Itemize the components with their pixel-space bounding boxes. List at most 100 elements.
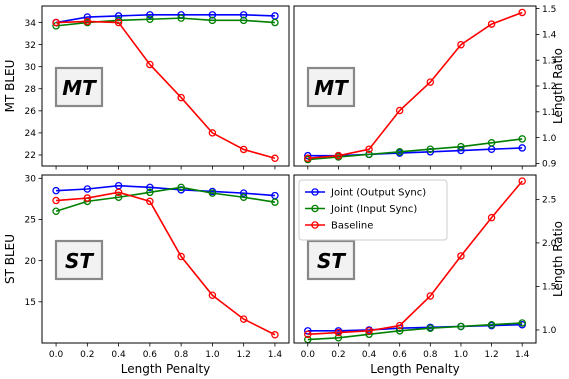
data-point-baseline [83,17,92,26]
data-point-baseline [457,40,465,49]
series-line-joint-input-sync [307,322,523,341]
x-tick-label: 0.6 [143,350,158,360]
data-point-baseline [208,129,217,137]
chart-panel-top-right: MT 0.9 1.0 1.1 1.2 1.3 1.4 1.5 Length Ratio [293,5,565,170]
data-point-baseline [426,292,435,300]
y-axis-label: Length Ratio [551,221,565,297]
y-tick-label: 1.0 [542,326,557,336]
watermark-mt: MT [306,66,356,108]
watermark-frame [54,239,104,281]
data-point-joint-input-sync [334,334,343,342]
watermark-text: ST [65,249,94,273]
data-point-joint-input-sync [518,319,526,327]
data-point-baseline [177,252,185,261]
x-tick-label: 1.0 [454,350,469,360]
series-line-joint-output-sync [307,147,523,157]
x-tick-label: 0.0 [301,350,316,360]
series-line-baseline [307,180,523,336]
x-tick-label: 0.8 [174,350,189,360]
y-tick-label: 34 [25,19,37,29]
data-point-baseline [426,78,435,86]
x-tick-label: 0.6 [393,350,408,360]
data-point-joint-output-sync [83,13,92,21]
watermark-frame [306,239,356,281]
chart-panel-bottom-left: ST 0.0 0.2 0.4 0.6 0.8 1.0 1.2 1.4 15 20 25 30 ST BLE… [3,174,290,376]
data-point-joint-output-sync [146,183,154,192]
data-point-baseline [487,213,496,222]
data-point-joint-input-sync [457,322,465,331]
data-point-baseline [271,154,279,163]
data-point-joint-output-sync [208,11,217,19]
data-point-baseline [146,197,154,206]
data-point-joint-input-sync [518,135,526,143]
x-axis-label: Length Penalty [370,362,460,376]
series-line-joint-input-sync [307,138,523,161]
plot-frame [293,174,537,344]
x-tick-label: 1.4 [515,350,530,360]
watermark-st: ST [306,239,356,281]
y-tick-label: 24 [25,129,37,139]
data-point-baseline [208,291,217,299]
data-point-baseline [395,321,404,330]
legend-frame [298,179,448,241]
watermark-frame [54,66,104,108]
legend-entry-label: Joint (Input Sync) [330,204,417,215]
data-point-baseline [52,18,60,27]
y-tick-label: 1.2 [542,82,556,92]
y-tick-label: 22 [25,151,36,161]
data-point-baseline [114,188,123,197]
y-tick-label: 1.5 [542,283,556,293]
x-tick-label: 1.2 [484,350,498,360]
data-point-joint-input-sync [208,189,217,197]
data-point-baseline [334,151,343,160]
data-point-baseline [271,331,279,339]
series-line-baseline [307,11,523,160]
x-tick-label: 0.2 [331,350,345,360]
series-line-baseline [56,20,276,160]
y-tick-label: 1.1 [542,108,556,118]
legend-swatch-marker [311,188,319,196]
data-point-baseline [334,328,343,337]
y-tick-label: 2.5 [542,196,556,206]
data-point-joint-input-sync [271,198,279,206]
x-axis-label: Length Penalty [121,362,211,376]
watermark-mt: MT [54,66,104,108]
x-tick-label: 1.4 [268,350,283,360]
legend-swatch-marker [311,204,319,213]
data-point-joint-input-sync [177,183,185,192]
series-line-baseline [56,191,276,336]
data-point-baseline [518,177,526,185]
y-tick-label: 28 [25,85,37,95]
data-point-joint-input-sync [239,16,248,25]
data-point-joint-input-sync [365,150,373,159]
x-tick-label: 0.4 [362,350,377,360]
y-tick-label: 1.4 [542,31,557,41]
series-line-joint-output-sync [56,184,275,197]
data-point-joint-input-sync [208,16,217,25]
x-tick-label: 0.8 [423,350,438,360]
watermark-text: MT [62,76,97,100]
series-line-joint-input-sync [55,186,276,212]
data-point-joint-input-sync [52,207,60,215]
data-point-baseline [365,145,373,153]
data-point-joint-input-sync [239,193,248,201]
y-tick-label: 26 [25,107,37,117]
data-point-baseline [395,106,404,115]
data-point-joint-output-sync [518,144,526,152]
legend: Joint (Output Sync) Joint (Input Sync) Bas… [298,179,448,241]
x-tick-label: 0.2 [80,350,94,360]
data-point-joint-output-sync [239,11,248,19]
x-tick-label: 0.0 [49,350,64,360]
data-point-joint-input-sync [457,142,465,151]
data-point-baseline [114,18,123,27]
y-axis-label: Length Ratio [551,48,565,124]
data-point-joint-input-sync [426,324,435,332]
data-point-joint-input-sync [114,193,123,201]
data-point-joint-output-sync [83,185,92,193]
y-tick-label: 1.3 [542,56,556,66]
data-point-baseline [146,60,154,69]
plot-frame [41,5,290,167]
data-point-baseline [457,252,465,260]
data-point-joint-input-sync [271,18,279,27]
